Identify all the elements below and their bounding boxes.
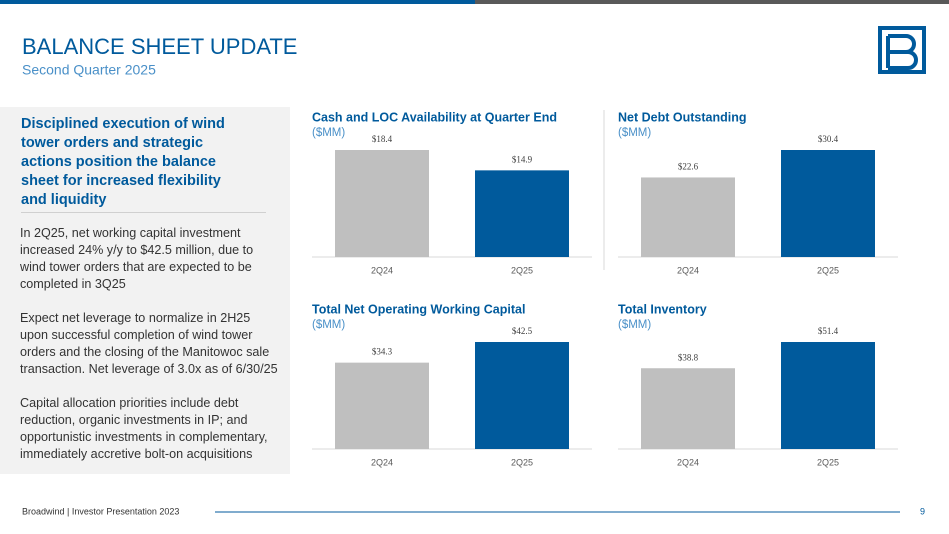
chart-subtitle: ($MM) bbox=[312, 319, 345, 331]
bar bbox=[781, 150, 875, 257]
top-bar bbox=[475, 0, 949, 4]
x-tick-label: 2Q24 bbox=[677, 265, 699, 275]
x-tick-label: 2Q25 bbox=[511, 457, 533, 467]
page-number: 9 bbox=[920, 506, 925, 516]
x-tick-label: 2Q25 bbox=[817, 265, 839, 275]
sidebar: Disciplined execution of wind tower orde… bbox=[0, 107, 290, 474]
data-label: $42.5 bbox=[512, 326, 533, 336]
paragraph: In 2Q25, net working capital investment … bbox=[20, 226, 254, 291]
bar bbox=[335, 150, 429, 257]
paragraphs: In 2Q25, net working capital investment … bbox=[20, 225, 278, 480]
title: BALANCE SHEET UPDATE bbox=[22, 34, 297, 59]
data-label: $22.6 bbox=[678, 162, 699, 172]
chart-title: Total Net Operating Working Capital bbox=[312, 302, 525, 316]
data-label: $30.4 bbox=[818, 134, 839, 144]
footer-source: Broadwind | Investor Presentation 2023 bbox=[22, 506, 179, 516]
x-tick-label: 2Q24 bbox=[677, 457, 699, 467]
chart-subtitle: ($MM) bbox=[618, 127, 651, 139]
x-tick-label: 2Q24 bbox=[371, 265, 393, 275]
chart-subtitle: ($MM) bbox=[312, 127, 345, 139]
divider bbox=[21, 212, 266, 213]
bar bbox=[475, 342, 569, 449]
sidebar-heading: Disciplined execution of wind tower orde… bbox=[21, 116, 225, 208]
x-tick-label: 2Q25 bbox=[817, 457, 839, 467]
subtitle: Second Quarter 2025 bbox=[22, 62, 156, 78]
bar bbox=[475, 170, 569, 257]
bar bbox=[641, 368, 735, 449]
x-tick-label: 2Q25 bbox=[511, 265, 533, 275]
chart-title: Total Inventory bbox=[618, 302, 707, 316]
x-tick-label: 2Q24 bbox=[371, 457, 393, 467]
data-label: $51.4 bbox=[818, 326, 839, 336]
logo bbox=[878, 26, 926, 74]
data-label: $18.4 bbox=[372, 134, 393, 144]
paragraph: Expect net leverage to normalize in 2H25… bbox=[20, 311, 278, 376]
chart-title: Cash and LOC Availability at Quarter End bbox=[312, 110, 557, 124]
chart-subtitle: ($MM) bbox=[618, 319, 651, 331]
bar bbox=[335, 362, 429, 449]
top-bar bbox=[0, 0, 475, 4]
data-label: $38.8 bbox=[678, 352, 699, 362]
data-label: $14.9 bbox=[512, 154, 533, 164]
paragraph: Capital allocation priorities include de… bbox=[20, 396, 268, 461]
bar bbox=[781, 342, 875, 449]
bar bbox=[641, 177, 735, 257]
data-label: $34.3 bbox=[372, 347, 393, 357]
chart-title: Net Debt Outstanding bbox=[618, 110, 746, 124]
